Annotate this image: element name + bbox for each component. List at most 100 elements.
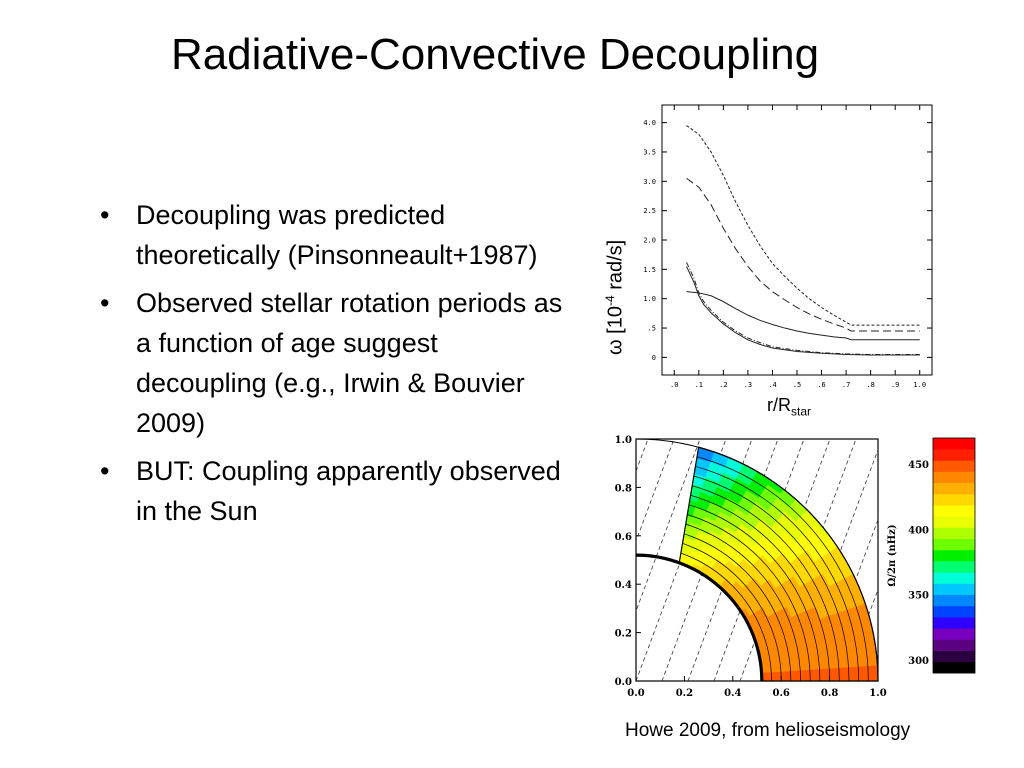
y-tick-label: 1.0 bbox=[615, 435, 632, 446]
y-axis-label-pre: [10 bbox=[604, 306, 627, 340]
colorbar-swatch bbox=[933, 538, 975, 551]
series-line bbox=[686, 262, 920, 355]
solar-rotation-map: 0.0 0.2 0.4 0.6 0.8 1.0 0.0 0.2 0.4 0.6 0.8 1.0 300 3… bbox=[600, 435, 1020, 699]
colorbar-swatch bbox=[933, 561, 975, 573]
colorbar-swatch bbox=[933, 661, 975, 674]
rotation-cell bbox=[835, 667, 842, 681]
colorbar-swatch bbox=[933, 583, 975, 595]
contour-line bbox=[679, 525, 792, 681]
colorbar-swatch bbox=[933, 594, 975, 607]
x-tick-label: .0 bbox=[670, 381, 678, 389]
contour-line bbox=[679, 545, 772, 681]
x-axis-label-sub: star bbox=[791, 404, 812, 419]
colorbar-swatch bbox=[933, 460, 975, 472]
y-tick-label: 2.0 bbox=[643, 237, 656, 245]
y-axis-label-post: rad/s] bbox=[604, 239, 627, 296]
rotation-cell bbox=[856, 665, 863, 681]
x-tick-label: .2 bbox=[719, 381, 727, 389]
x-tick-label: .5 bbox=[793, 381, 801, 389]
figure-credit: Howe 2009, from helioseismology bbox=[625, 720, 911, 741]
rotation-cell bbox=[679, 556, 687, 566]
x-axis-label: r/Rstar bbox=[767, 395, 811, 419]
bullet-text: Decoupling was predicted theoretically (… bbox=[136, 200, 538, 270]
y-tick-label: 2.5 bbox=[643, 207, 656, 215]
rotation-cell bbox=[861, 665, 868, 681]
bullet-text: BUT: Coupling apparently observed in the… bbox=[136, 456, 561, 526]
bullet-dot: • bbox=[100, 200, 110, 230]
colorbar-swatch bbox=[933, 505, 975, 517]
y-tick-label: 0.6 bbox=[615, 532, 632, 543]
contour-line bbox=[679, 487, 830, 681]
colorbar-frame bbox=[932, 437, 976, 674]
bullet-dot: • bbox=[100, 456, 110, 486]
y-tick-label: 1.0 bbox=[643, 295, 656, 303]
colorbar-swatch bbox=[933, 482, 975, 495]
hatch-line bbox=[636, 439, 701, 613]
contour-line bbox=[679, 506, 811, 681]
colorbar-swatch bbox=[933, 549, 975, 562]
bullet-item: • Decoupling was predicted theoretically … bbox=[98, 195, 568, 275]
bullet-dot: • bbox=[100, 288, 110, 318]
omega-symbol: ω bbox=[604, 339, 627, 355]
rotation-cell bbox=[792, 670, 800, 681]
x-tick-label: .1 bbox=[695, 381, 703, 389]
y-tick-label: 4.0 bbox=[643, 119, 656, 127]
contour-line bbox=[679, 516, 801, 681]
rotation-cell bbox=[798, 669, 805, 681]
plot-frame bbox=[661, 104, 933, 376]
series-line bbox=[686, 125, 920, 326]
rotation-cell bbox=[777, 671, 784, 681]
y-tick-label: 3.0 bbox=[643, 178, 656, 186]
rotation-cell bbox=[813, 668, 821, 681]
colorbar-swatch bbox=[933, 572, 975, 584]
rotation-cell bbox=[829, 667, 837, 681]
hatch-line bbox=[600, 439, 622, 681]
series-line bbox=[686, 291, 920, 341]
colorbar-swatch bbox=[933, 617, 975, 629]
bullet-text: Observed stellar rotation periods as a f… bbox=[136, 288, 563, 438]
x-tick-label: .7 bbox=[842, 381, 850, 389]
series-line bbox=[686, 177, 920, 332]
y-tick-label: 0.8 bbox=[615, 483, 632, 494]
colorbar-swatch bbox=[933, 471, 975, 484]
colorbar-swatch bbox=[933, 628, 975, 640]
colorbar-swatch bbox=[933, 449, 975, 461]
x-tick-label: .8 bbox=[866, 381, 874, 389]
colorbar-label: Ω/2π (nHz) bbox=[887, 524, 898, 586]
bullet-item: • BUT: Coupling apparently observed in th… bbox=[98, 451, 568, 531]
colorbar-swatch bbox=[933, 493, 975, 506]
colorbar-swatch bbox=[933, 605, 975, 618]
y-axis-label-exp: -4 bbox=[603, 295, 617, 307]
x-tick-label: 0.2 bbox=[676, 688, 693, 699]
colorbar-tick-label: 400 bbox=[908, 525, 929, 536]
rotation-cell bbox=[771, 671, 778, 681]
x-tick-label: .3 bbox=[744, 381, 752, 389]
rotation-profile-chart: 0 .5 1.0 1.5 2.0 2.5 3.0 3.5 4.0 .0 .1 .2 .3 .4 .5 .6 .7… bbox=[643, 104, 933, 389]
colorbar-swatch bbox=[933, 527, 975, 540]
tachocline-boundary bbox=[635, 553, 764, 682]
contour-line bbox=[679, 496, 821, 681]
x-tick-label: .6 bbox=[817, 381, 825, 389]
surface-arc bbox=[635, 438, 879, 682]
y-axis-label: ω [10-4 rad/s] bbox=[603, 240, 628, 355]
contour-line bbox=[679, 535, 782, 681]
y-tick-label: 0 bbox=[652, 354, 656, 362]
bullet-item: • Observed stellar rotation periods as a … bbox=[98, 283, 568, 443]
series-line bbox=[686, 266, 920, 356]
colorbar-swatch bbox=[933, 639, 975, 651]
colorbar-swatch bbox=[933, 438, 975, 450]
x-tick-label: 0.8 bbox=[821, 688, 838, 699]
y-tick-label: 0.0 bbox=[615, 677, 632, 688]
rotation-cell bbox=[819, 668, 826, 681]
hatch-line bbox=[974, 439, 1020, 681]
colorbar-tick-label: 300 bbox=[908, 656, 929, 667]
x-tick-label: 0.6 bbox=[772, 688, 789, 699]
sector-group bbox=[679, 447, 878, 681]
x-tick-label: .9 bbox=[891, 381, 899, 389]
colorbar-tick-label: 350 bbox=[908, 591, 929, 602]
rotation-cell bbox=[850, 666, 858, 681]
x-tick-label: 1.0 bbox=[913, 381, 926, 389]
colorbar-swatch bbox=[933, 650, 975, 663]
rotation-cell bbox=[803, 669, 810, 681]
colorbar-tick-label: 450 bbox=[908, 460, 929, 471]
